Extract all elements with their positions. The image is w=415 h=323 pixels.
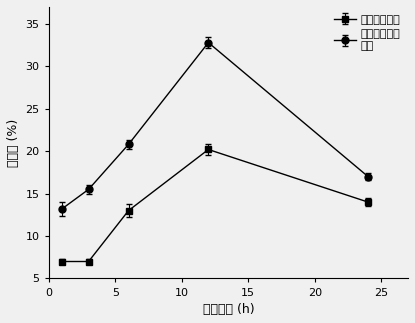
Y-axis label: 转化率 (%): 转化率 (%) — [7, 119, 20, 167]
Legend: 普通玉米淠粉, 脱支后的玉米
淠粉: 普通玉米淠粉, 脱支后的玉米 淠粉 — [332, 13, 403, 53]
X-axis label: 反应时间 (h): 反应时间 (h) — [203, 303, 254, 316]
